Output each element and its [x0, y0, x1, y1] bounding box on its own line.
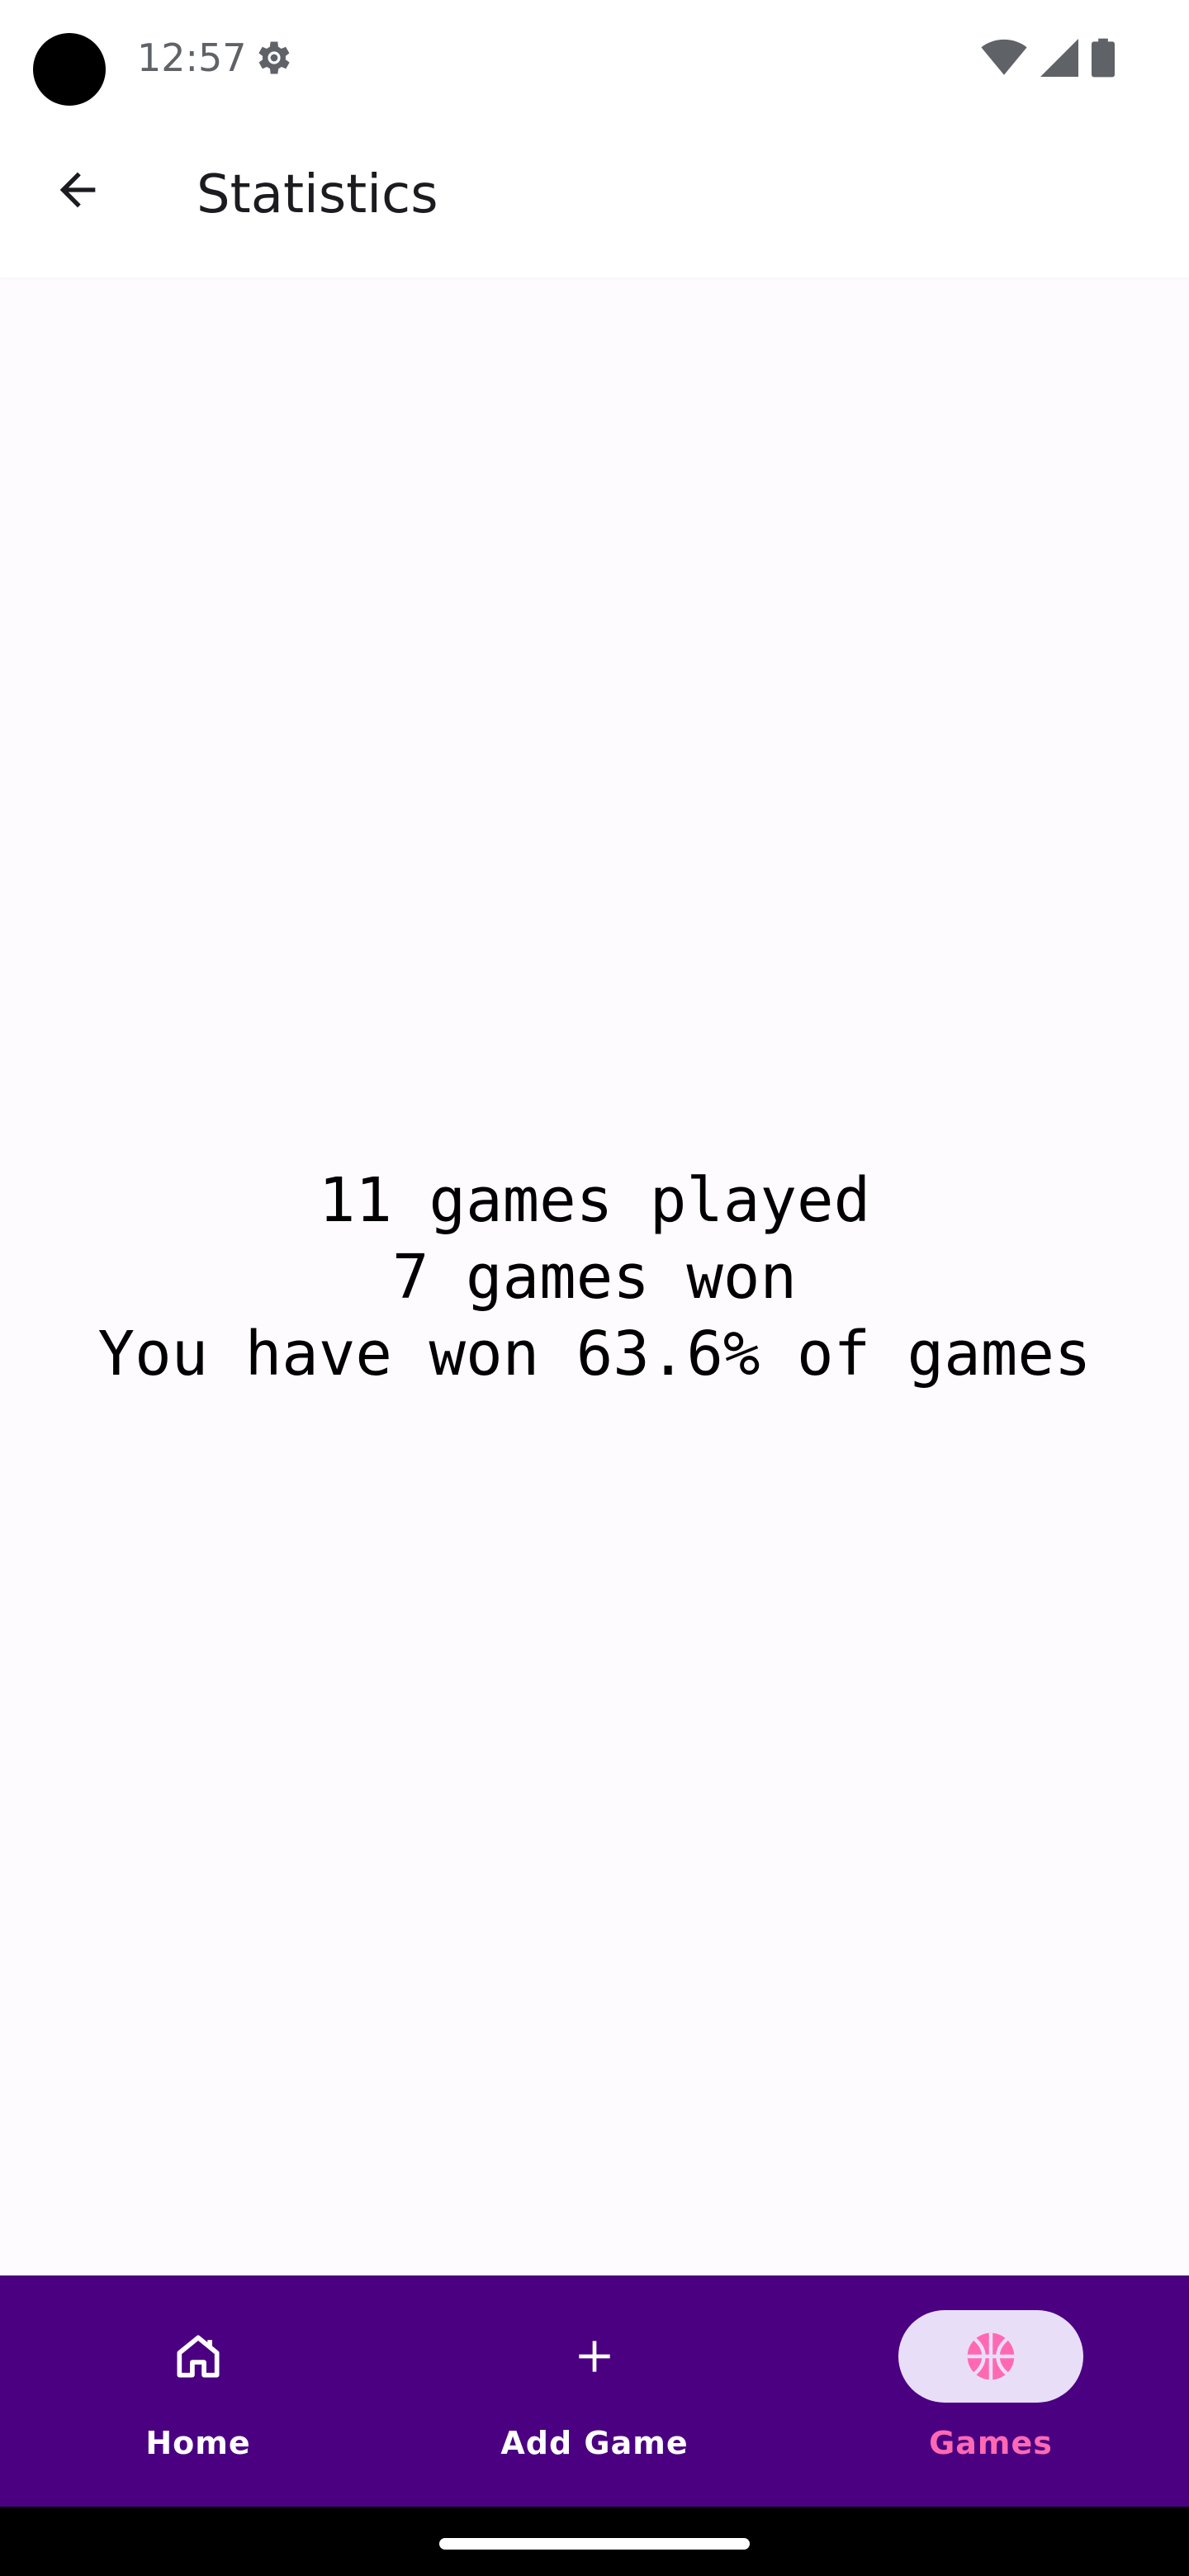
nav-item-games[interactable]: Games	[793, 2275, 1189, 2507]
games-won-text: 7 games won	[391, 1242, 798, 1313]
status-icons	[981, 35, 1115, 81]
cell-signal-icon	[1040, 39, 1078, 77]
nav-item-add-game-indicator	[502, 2310, 687, 2403]
camera-cutout	[33, 33, 106, 106]
nav-item-add-game[interactable]: Add Game	[396, 2275, 793, 2507]
nav-item-games-indicator	[898, 2310, 1083, 2403]
back-button[interactable]	[38, 150, 117, 230]
bottom-navigation-bar: Home Add Game Games	[0, 2275, 1189, 2507]
basketball-icon	[967, 2332, 1015, 2380]
top-app-bar: Statistics	[0, 116, 1189, 277]
page-title: Statistics	[197, 164, 438, 225]
gesture-handle[interactable]	[439, 2538, 750, 2550]
games-played-text: 11 games played	[318, 1165, 871, 1236]
nav-item-home[interactable]: Home	[0, 2275, 396, 2507]
nav-item-games-label: Games	[929, 2425, 1053, 2461]
battery-icon	[1092, 38, 1115, 78]
win-percentage-text: You have won 63.6% of games	[97, 1319, 1092, 1390]
wifi-icon	[981, 39, 1027, 75]
home-icon	[177, 2335, 220, 2378]
system-gesture-bar	[0, 2507, 1189, 2576]
nav-item-home-indicator	[106, 2310, 291, 2403]
arrow-back-icon	[59, 172, 96, 208]
nav-item-home-label: Home	[145, 2425, 251, 2461]
settings-gear-icon	[258, 41, 290, 74]
statistics-summary: 11 games played 7 games won You have won…	[0, 1163, 1189, 1393]
status-time: 12:57	[137, 36, 247, 80]
status-bar: 12:57	[0, 0, 1189, 116]
nav-item-add-game-label: Add Game	[500, 2425, 689, 2461]
plus-icon	[579, 2341, 610, 2372]
